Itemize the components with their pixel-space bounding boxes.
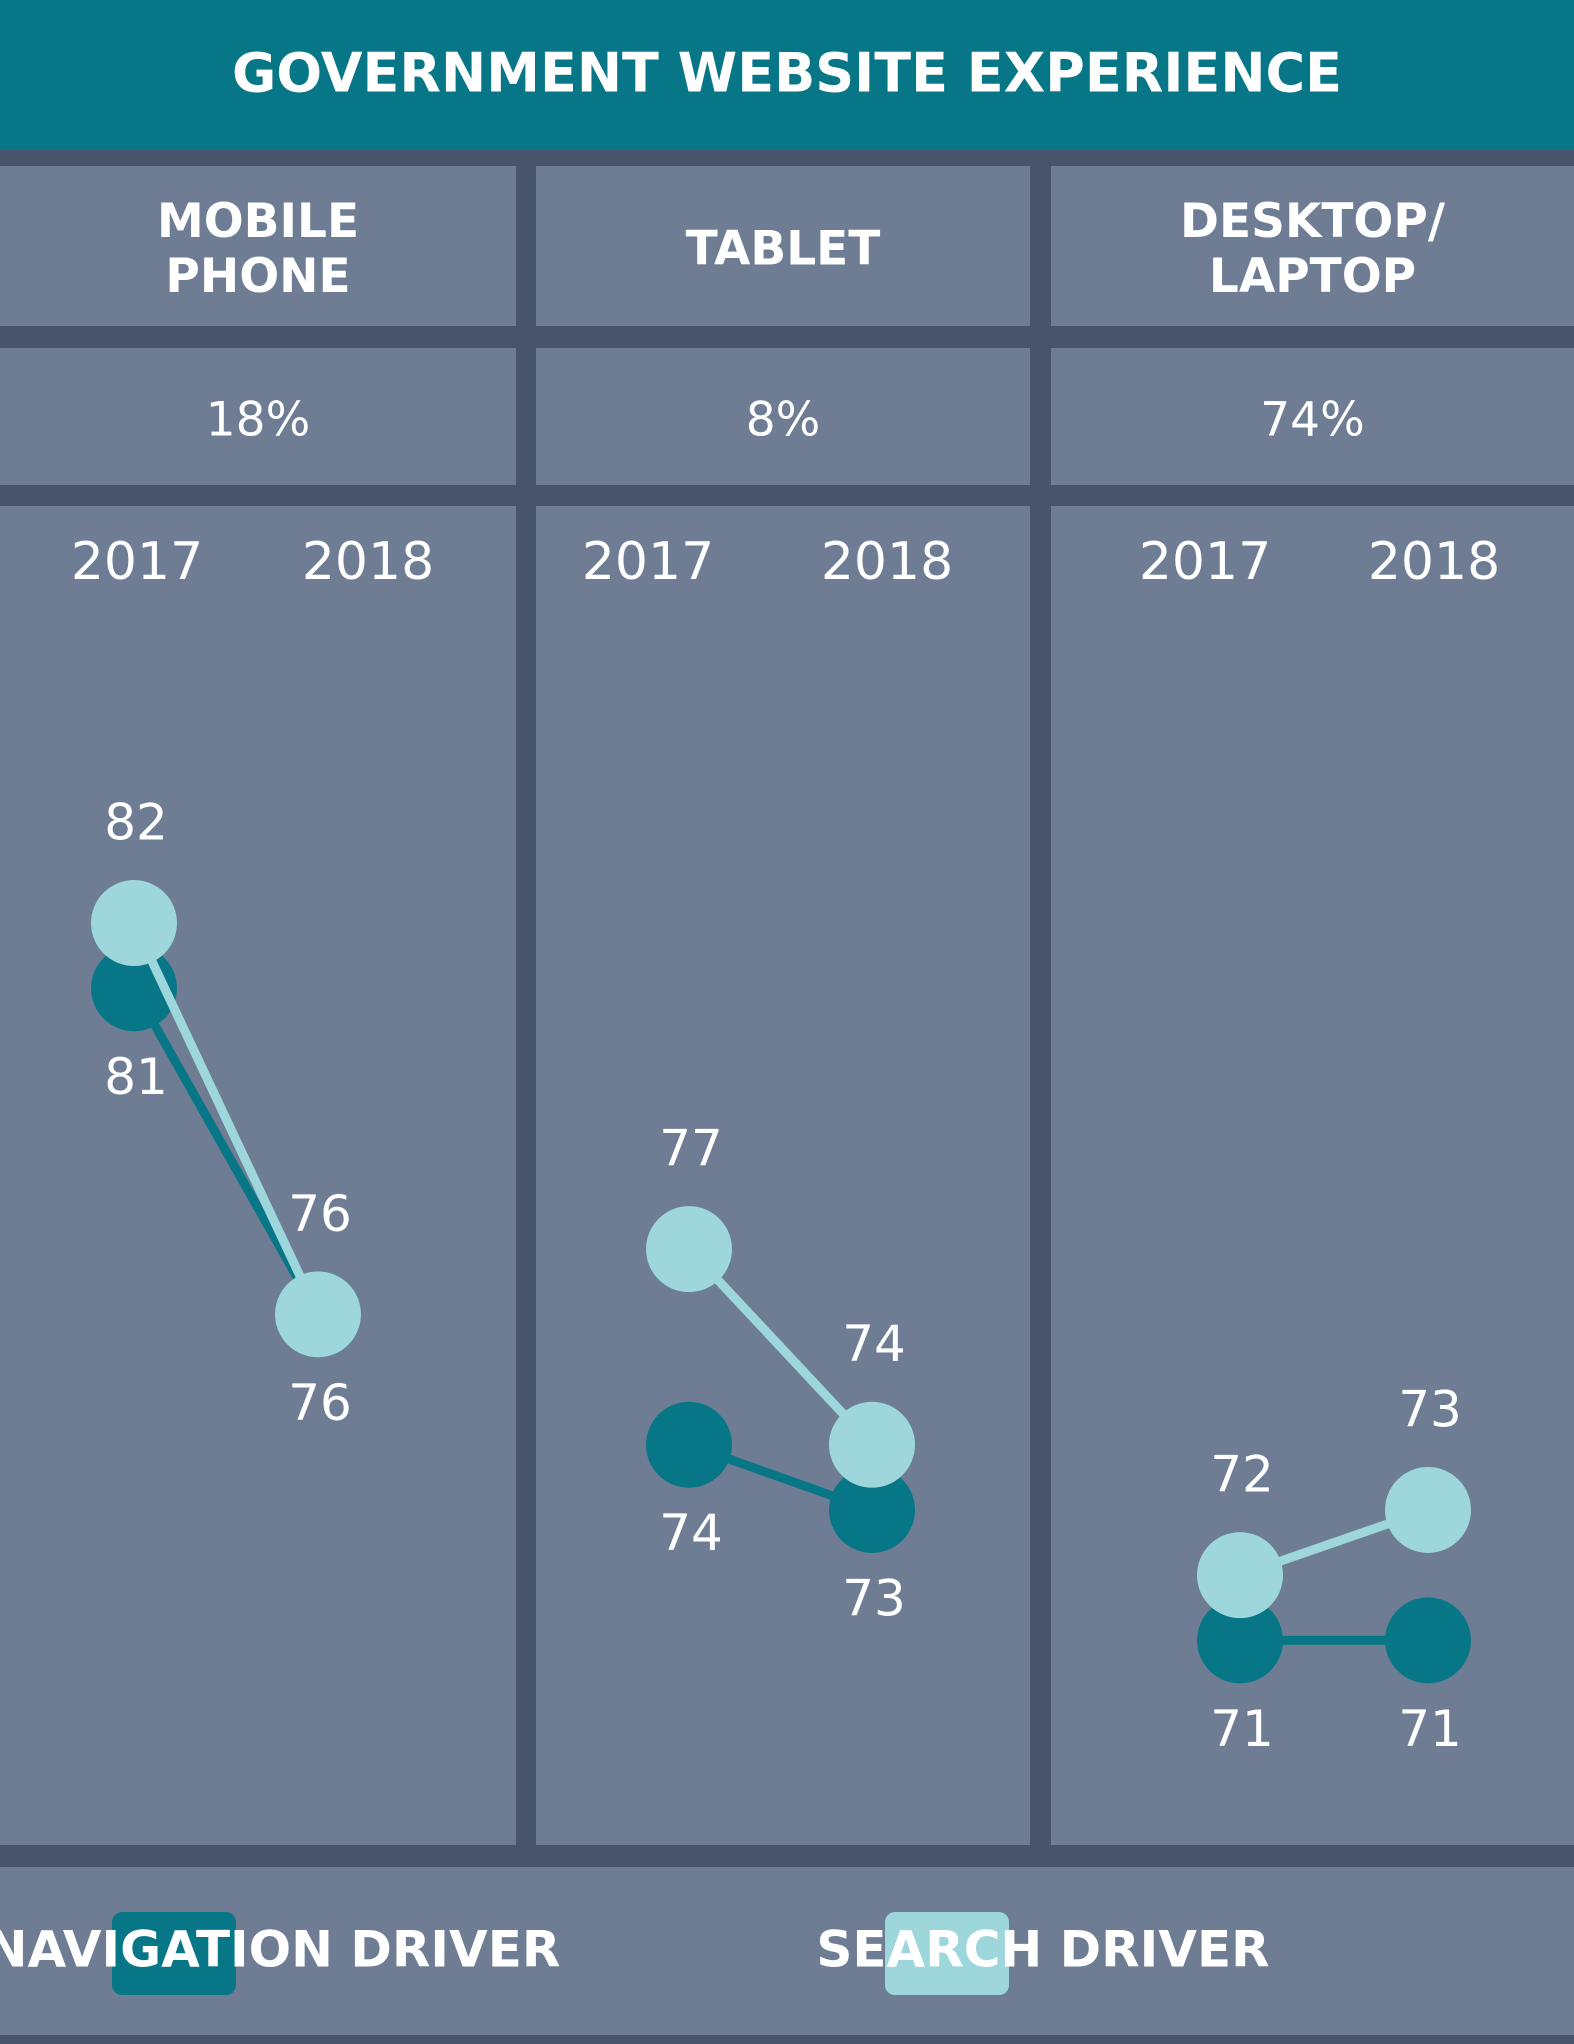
column-title: TABLET: [686, 222, 881, 277]
title-panel: [1051, 166, 1574, 326]
value-label: 71: [1210, 1700, 1274, 1758]
share-panel: [0, 348, 516, 485]
plot-panel: [1051, 506, 1574, 1845]
device-share: 74%: [1260, 393, 1364, 448]
value-label: 73: [1398, 1380, 1462, 1438]
data-point: [1197, 1532, 1283, 1619]
legend-panel: [0, 1867, 1574, 2035]
x-tick-label: 2017: [71, 532, 203, 592]
x-tick-label: 2017: [1139, 532, 1271, 592]
plot-panel: [0, 506, 516, 1845]
value-label: 77: [659, 1120, 723, 1178]
value-label: 73: [842, 1569, 906, 1627]
data-point: [646, 1206, 732, 1293]
series-line: [685, 1246, 876, 1448]
share-panel: [536, 348, 1030, 485]
data-point: [275, 1271, 361, 1358]
value-label: 76: [288, 1374, 352, 1432]
x-tick-label: 2018: [1368, 532, 1500, 592]
column-title: DESKTOP/: [1180, 194, 1446, 249]
title-panel: [0, 166, 516, 326]
page-title: GOVERNMENT WEBSITE EXPERIENCE: [232, 42, 1342, 105]
legend-label: SEARCH DRIVER: [816, 1921, 1269, 1979]
column-title: MOBILE: [157, 194, 359, 249]
x-tick-label: 2018: [821, 532, 953, 592]
value-label: 74: [659, 1504, 723, 1562]
x-tick-label: 2017: [582, 532, 714, 592]
device-share: 8%: [746, 393, 821, 448]
value-label: 74: [842, 1315, 906, 1373]
data-point: [1385, 1597, 1471, 1684]
series-line: [130, 986, 322, 1317]
value-label: 81: [104, 1048, 168, 1106]
data-point: [1197, 1597, 1283, 1684]
legend-label: NAVIGATION DRIVER: [0, 1921, 560, 1979]
value-label: 72: [1210, 1446, 1274, 1504]
header-bar: [0, 0, 1574, 150]
legend-swatch: [112, 1912, 236, 1995]
value-label: 71: [1398, 1700, 1462, 1758]
data-point: [829, 1401, 915, 1488]
value-label: 82: [104, 794, 168, 852]
plot-panel: [536, 506, 1030, 1845]
series-line: [129, 921, 323, 1317]
x-tick-label: 2018: [302, 532, 434, 592]
data-point: [646, 1401, 732, 1488]
data-point: [829, 1466, 915, 1553]
share-panel: [1051, 348, 1574, 485]
column-title: PHONE: [165, 249, 350, 304]
data-point: [1385, 1466, 1471, 1553]
legend-swatch: [885, 1912, 1009, 1995]
column-title: LAPTOP: [1209, 249, 1416, 304]
title-panel: [536, 166, 1030, 326]
value-label: 76: [288, 1185, 352, 1243]
device-share: 18%: [206, 393, 310, 448]
data-point: [91, 880, 177, 967]
